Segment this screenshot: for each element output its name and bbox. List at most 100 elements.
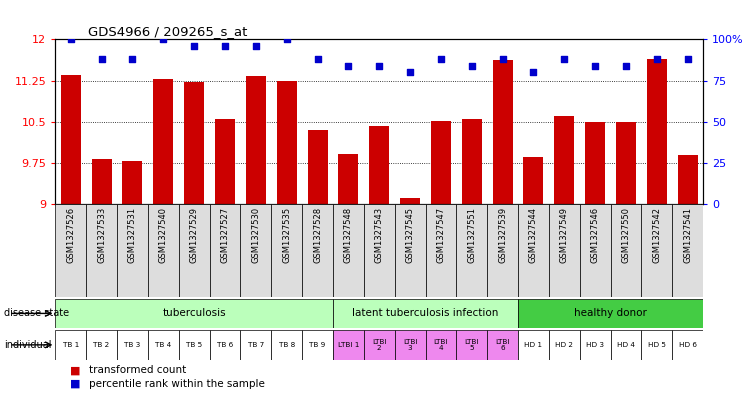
Bar [117,204,148,297]
Bar [549,330,580,360]
Text: GSM1327533: GSM1327533 [97,207,106,263]
Bar [209,330,240,360]
Bar [616,122,636,204]
Text: LTBI
3: LTBI 3 [403,339,417,351]
Bar [431,121,451,204]
Text: GSM1327529: GSM1327529 [190,207,199,263]
Bar [333,299,518,328]
Bar [272,330,302,360]
Bar [240,330,272,360]
Text: HD 3: HD 3 [586,342,604,348]
Point [404,69,416,75]
Bar [456,204,487,297]
Bar [580,330,610,360]
Bar [642,204,672,297]
Text: HD 6: HD 6 [678,342,696,348]
Text: GSM1327546: GSM1327546 [591,207,600,263]
Bar [549,204,580,297]
Text: HD 1: HD 1 [524,342,542,348]
Point [126,56,138,62]
Bar [55,204,86,297]
Bar [672,330,703,360]
Bar [518,299,703,328]
Bar [487,330,518,360]
Bar [240,204,272,297]
Bar [585,122,605,204]
Point [527,69,539,75]
Bar [462,119,482,204]
Text: TB 8: TB 8 [278,342,295,348]
Point [65,36,77,42]
Bar [86,204,117,297]
Text: GSM1327543: GSM1327543 [375,207,384,263]
Bar [55,330,86,360]
Text: GSM1327548: GSM1327548 [344,207,353,263]
Bar [153,79,174,204]
Bar [55,299,333,328]
Text: HD 4: HD 4 [617,342,635,348]
Text: ■: ■ [70,365,81,375]
Point [280,36,292,42]
Bar [61,75,81,204]
Bar [179,330,209,360]
Bar [302,204,333,297]
Bar [493,60,512,204]
Text: TB 1: TB 1 [63,342,79,348]
Bar [184,82,204,204]
Text: GSM1327545: GSM1327545 [405,207,414,263]
Text: HD 2: HD 2 [555,342,573,348]
Bar [518,330,549,360]
Bar [272,204,302,297]
Text: GSM1327551: GSM1327551 [468,207,476,263]
Bar [456,330,487,360]
Bar [370,126,389,204]
Bar [487,204,518,297]
Point [497,56,509,62]
Bar [672,204,703,297]
Text: TB 4: TB 4 [155,342,171,348]
Text: TB 9: TB 9 [310,342,325,348]
Text: GSM1327542: GSM1327542 [652,207,661,263]
Point [157,36,169,42]
Text: GSM1327540: GSM1327540 [159,207,168,263]
Bar [678,155,698,204]
Bar [400,198,420,204]
Text: LTBI 1: LTBI 1 [337,342,359,348]
Text: LTBI
6: LTBI 6 [495,339,510,351]
Bar [148,330,179,360]
Bar [338,154,358,204]
Text: disease state: disease state [4,309,69,318]
Point [558,56,570,62]
Text: ■: ■ [70,379,81,389]
Bar [642,330,672,360]
Bar [148,204,179,297]
Bar [86,330,117,360]
Text: GSM1327531: GSM1327531 [128,207,137,263]
Bar [426,204,456,297]
Text: GSM1327527: GSM1327527 [221,207,230,263]
Text: HD 5: HD 5 [648,342,666,348]
Text: healthy donor: healthy donor [574,309,647,318]
Text: tuberculosis: tuberculosis [162,309,226,318]
Bar [395,204,426,297]
Point [589,62,601,69]
Bar [364,204,395,297]
Text: latent tuberculosis infection: latent tuberculosis infection [352,309,499,318]
Bar [91,159,111,204]
Text: GDS4966 / 209265_s_at: GDS4966 / 209265_s_at [88,25,247,38]
Text: LTBI
2: LTBI 2 [372,339,387,351]
Point [466,62,478,69]
Text: LTBI
5: LTBI 5 [465,339,479,351]
Text: transformed count: transformed count [89,365,186,375]
Text: GSM1327541: GSM1327541 [683,207,692,263]
Text: GSM1327549: GSM1327549 [560,207,568,263]
Text: TB 7: TB 7 [248,342,264,348]
Bar [647,59,667,204]
Bar [518,204,549,297]
Bar [117,330,148,360]
Text: LTBI
4: LTBI 4 [434,339,448,351]
Text: GSM1327535: GSM1327535 [282,207,291,263]
Point [188,43,200,49]
Text: TB 6: TB 6 [217,342,233,348]
Point [250,43,262,49]
